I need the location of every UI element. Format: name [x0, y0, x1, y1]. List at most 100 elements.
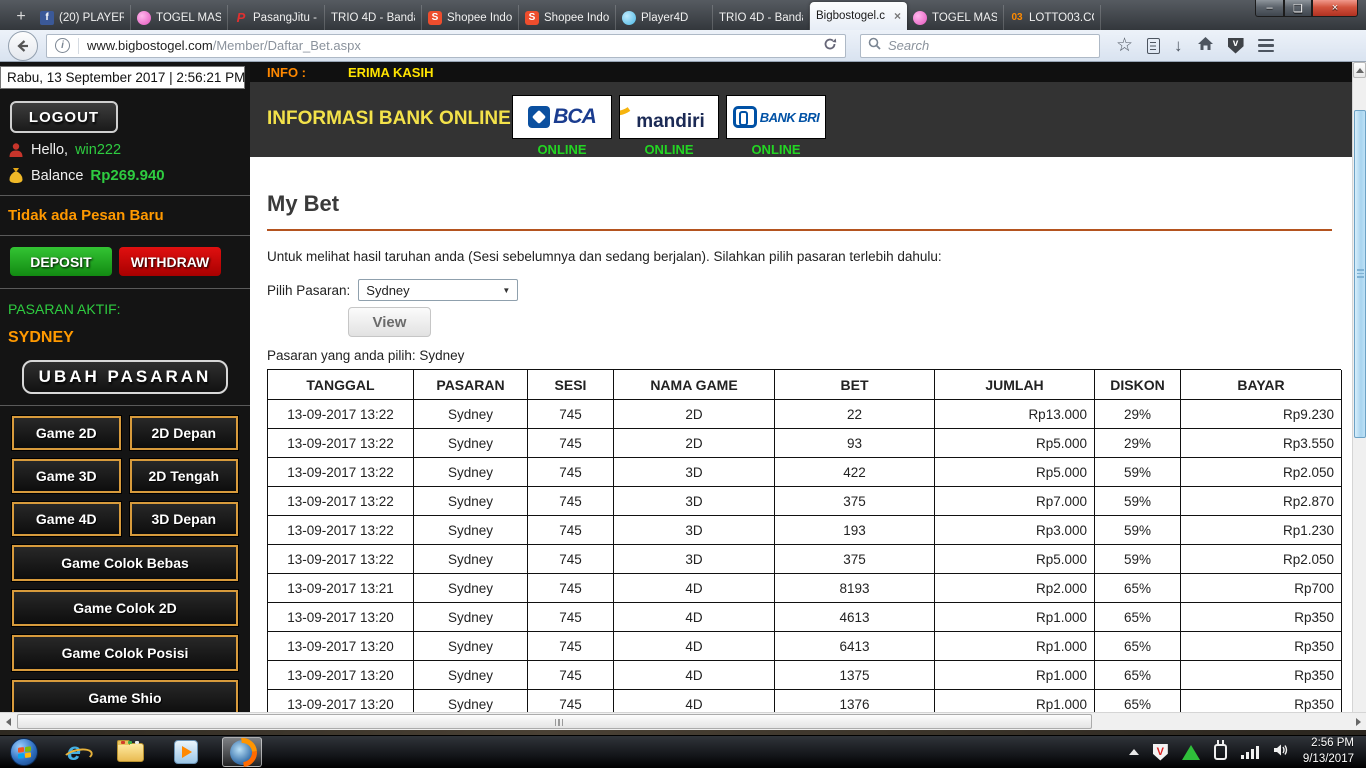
menu-hamburger-icon[interactable]	[1257, 38, 1274, 53]
horizontal-scroll-thumb[interactable]	[17, 714, 1092, 729]
taskbar-media-player-icon[interactable]	[166, 737, 206, 767]
game-button[interactable]: Game 2D	[12, 416, 121, 450]
cell-bayar: Rp350	[1181, 632, 1342, 661]
vertical-scroll-thumb[interactable]	[1354, 110, 1366, 438]
game-button[interactable]: Game Colok Bebas	[12, 545, 238, 581]
taskbar-explorer-icon[interactable]	[110, 737, 150, 767]
cell-bet: 375	[775, 487, 935, 516]
view-button[interactable]: View	[348, 307, 431, 337]
bank-online-status: ONLINE	[751, 142, 801, 157]
back-button[interactable]	[8, 30, 38, 61]
tab-favicon-icon	[913, 10, 927, 25]
browser-tab[interactable]: Shopee Indo	[422, 5, 519, 30]
volume-icon[interactable]	[1273, 743, 1289, 762]
cell-tanggal: 13-09-2017 13:22	[268, 516, 414, 545]
antivirus-shield-icon[interactable]: V	[1152, 743, 1168, 761]
bank-logo[interactable]: BANK BRI	[726, 95, 826, 139]
cell-pasaran: Sydney	[414, 487, 528, 516]
game-button[interactable]: Game 3D	[12, 459, 121, 493]
bank-mark-icon	[528, 106, 551, 128]
withdraw-button[interactable]: WITHDRAW	[119, 247, 221, 276]
cell-diskon: 29%	[1095, 429, 1181, 458]
browser-tab[interactable]: Player4D	[616, 5, 713, 30]
cell-nama-game: 4D	[614, 632, 775, 661]
horizontal-scrollbar[interactable]	[0, 712, 1366, 730]
windows-taskbar: e V 2:56 PM 9/13/2017	[0, 735, 1366, 768]
url-separator	[78, 37, 79, 54]
browser-tab[interactable]: TRIO 4D - Banda	[713, 5, 810, 30]
close-button[interactable]: ×	[1312, 0, 1358, 17]
scroll-right-arrow[interactable]	[1350, 713, 1366, 730]
cell-pasaran: Sydney	[414, 400, 528, 429]
tab-favicon-icon	[525, 10, 539, 25]
browser-tab[interactable]: Shopee Indo	[519, 5, 616, 30]
tab-title: TOGEL MAS	[156, 11, 221, 24]
home-icon[interactable]	[1197, 36, 1214, 56]
reload-icon[interactable]	[823, 37, 837, 54]
search-input[interactable]: Search	[860, 33, 1100, 58]
browser-tab[interactable]: Bigbostogel.c ×	[810, 2, 907, 30]
taskbar-clock[interactable]: 2:56 PM 9/13/2017	[1303, 736, 1354, 767]
browser-tab[interactable]: (20) PLAYER	[34, 5, 131, 30]
minimize-button[interactable]: –	[1255, 0, 1284, 17]
green-triangle-icon[interactable]	[1181, 744, 1200, 760]
bank-logo[interactable]: BCA	[512, 95, 612, 139]
browser-tab[interactable]: TRIO 4D - Banda	[325, 5, 422, 30]
bank-online-status: ONLINE	[537, 142, 587, 157]
network-signal-icon[interactable]	[1240, 745, 1259, 759]
browser-tab[interactable]: PasangJitu -	[228, 5, 325, 30]
cell-nama-game: 2D	[614, 429, 775, 458]
site-info-icon[interactable]: i	[55, 38, 70, 53]
maximize-button[interactable]: ❏	[1284, 0, 1312, 17]
reading-list-icon[interactable]	[1147, 37, 1161, 54]
cell-diskon: 65%	[1095, 690, 1181, 712]
cell-sesi: 745	[528, 690, 614, 712]
username: win222	[75, 142, 122, 158]
url-bar[interactable]: i www.bigbostogel.com /Member/Daftar_Bet…	[46, 33, 846, 58]
chosen-pasaran-text: Pasaran yang anda pilih: Sydney	[267, 348, 465, 363]
downloads-icon[interactable]: ↓	[1174, 36, 1183, 55]
logout-button[interactable]: LOGOUT	[10, 101, 118, 133]
cell-diskon: 29%	[1095, 400, 1181, 429]
bet-table-header-cell: PASARAN	[414, 370, 528, 400]
cell-bet: 93	[775, 429, 935, 458]
game-button[interactable]: Game 4D	[12, 502, 121, 536]
browser-tab[interactable]: TOGEL MAS	[907, 5, 1004, 30]
ubah-pasaran-button[interactable]: UBAH PASARAN	[22, 360, 228, 394]
pocket-icon[interactable]: v	[1227, 37, 1244, 54]
game-button[interactable]: 2D Tengah	[129, 459, 238, 493]
tab-title: Shopee Indo	[447, 11, 512, 24]
game-button[interactable]: 2D Depan	[129, 416, 238, 450]
tab-favicon-icon	[137, 10, 151, 25]
taskbar-internet-explorer-icon[interactable]: e	[67, 737, 81, 766]
browser-tab[interactable]: LOTTO03.CC	[1004, 5, 1101, 30]
system-tray: V 2:56 PM 9/13/2017	[1128, 736, 1366, 767]
deposit-withdraw-row: DEPOSIT WITHDRAW	[0, 236, 250, 288]
bank-logo[interactable]: mandiri	[619, 95, 719, 139]
pasaran-select[interactable]: Sydney ▼	[358, 279, 519, 301]
hidden-icons-arrow[interactable]	[1128, 749, 1139, 755]
scroll-up-arrow[interactable]	[1353, 62, 1366, 78]
game-button[interactable]: Game Colok 2D	[12, 590, 238, 626]
start-button[interactable]	[10, 738, 38, 766]
deposit-button[interactable]: DEPOSIT	[10, 247, 112, 276]
divider	[0, 235, 250, 236]
browser-tab-bar: + (20) PLAYER TOGEL MAS PasangJitu - T	[0, 0, 1366, 30]
cell-nama-game: 3D	[614, 458, 775, 487]
divider	[0, 288, 250, 289]
vertical-scrollbar[interactable]	[1352, 62, 1366, 712]
tab-close-icon[interactable]: ×	[893, 9, 901, 23]
browser-tab[interactable]: TOGEL MAS	[131, 5, 228, 30]
new-tab-button[interactable]: +	[16, 8, 26, 25]
table-row: 13-09-2017 13:22 Sydney 745 3D 375 Rp7.0…	[268, 487, 1342, 516]
hello-row: Hello, win222	[8, 142, 250, 158]
game-button[interactable]: Game Shio	[12, 680, 238, 712]
game-button[interactable]: Game Colok Posisi	[12, 635, 238, 671]
power-plug-icon[interactable]	[1213, 740, 1227, 760]
taskbar-firefox-icon[interactable]	[222, 737, 262, 767]
scroll-left-arrow[interactable]	[0, 713, 16, 730]
bookmark-star-icon[interactable]: ☆	[1116, 35, 1134, 56]
cell-jumlah: Rp13.000	[935, 400, 1095, 429]
game-button[interactable]: 3D Depan	[129, 502, 238, 536]
table-row: 13-09-2017 13:20 Sydney 745 4D 1375 Rp1.…	[268, 661, 1342, 690]
